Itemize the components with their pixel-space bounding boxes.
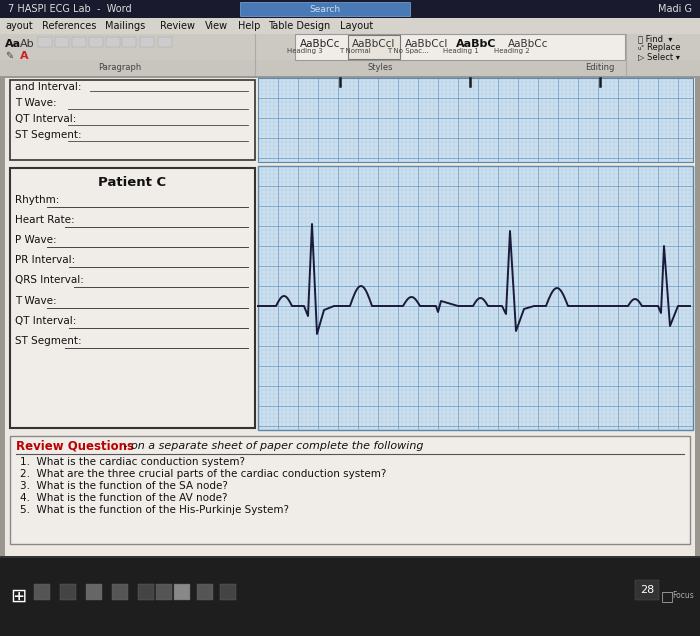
Bar	[0, 34, 700, 60]
Text: Ab: Ab	[20, 39, 34, 49]
Bar	[86, 584, 102, 600]
Text: ST Segment:: ST Segment:	[15, 130, 82, 140]
Bar	[0, 556, 700, 558]
Bar	[220, 584, 236, 600]
Text: 5.  What is the function of the His-Purkinje System?: 5. What is the function of the His-Purki…	[20, 505, 289, 515]
Bar	[10, 168, 255, 428]
Text: Heading 2: Heading 2	[494, 48, 530, 54]
Text: AaBbC: AaBbC	[456, 39, 496, 49]
Text: AaBbCc: AaBbCc	[508, 39, 548, 49]
Text: 1.  What is the cardiac conduction system?: 1. What is the cardiac conduction system…	[20, 457, 245, 467]
Text: Focus: Focus	[672, 591, 694, 600]
Text: T Normal: T Normal	[339, 48, 371, 54]
Text: ST Segment:: ST Segment:	[15, 336, 82, 346]
Bar	[0, 60, 700, 76]
Text: References: References	[42, 21, 97, 31]
Bar	[89, 37, 103, 47]
Text: Search: Search	[309, 4, 341, 13]
Text: QT Interval:: QT Interval:	[15, 316, 76, 326]
Text: - on a separate sheet of paper complete the following: - on a separate sheet of paper complete …	[120, 441, 423, 451]
Text: ▷ Select ▾: ▷ Select ▾	[638, 53, 680, 62]
Bar	[258, 78, 693, 162]
Text: View: View	[205, 21, 228, 31]
Text: ayout: ayout	[5, 21, 33, 31]
Bar	[72, 37, 86, 47]
Bar	[112, 584, 128, 600]
Text: Patient C: Patient C	[98, 176, 166, 188]
Text: QRS Interval:: QRS Interval:	[15, 275, 84, 285]
Text: T Wave:: T Wave:	[15, 98, 57, 108]
Text: Aa: Aa	[5, 39, 21, 49]
Bar	[0, 18, 700, 34]
Text: AaBbCc: AaBbCc	[300, 39, 340, 49]
Text: Madi G: Madi G	[658, 4, 692, 14]
Text: Layout: Layout	[340, 21, 373, 31]
Bar	[158, 37, 172, 47]
Text: 2.  What are the three crucial parts of the cardiac conduction system?: 2. What are the three crucial parts of t…	[20, 469, 386, 479]
Text: 3.  What is the function of the SA node?: 3. What is the function of the SA node?	[20, 481, 228, 491]
Text: Rhythm:: Rhythm:	[15, 195, 60, 205]
Text: Table Design: Table Design	[268, 21, 330, 31]
Bar	[55, 37, 69, 47]
Bar	[635, 580, 659, 600]
Text: Editing: Editing	[585, 64, 615, 73]
Text: Heart Rate:: Heart Rate:	[15, 215, 75, 225]
Bar	[258, 166, 693, 430]
Bar	[5, 78, 695, 594]
Text: AaBbCcI: AaBbCcI	[405, 39, 449, 49]
Text: Paragraph: Paragraph	[99, 64, 141, 73]
Text: Review Questions: Review Questions	[16, 439, 134, 452]
Text: ⌕ Find  ▾: ⌕ Find ▾	[638, 34, 673, 43]
Bar	[106, 37, 120, 47]
Text: and Interval:: and Interval:	[15, 82, 81, 92]
Text: A: A	[20, 51, 29, 61]
Bar	[0, 76, 700, 600]
Text: ⊞: ⊞	[10, 586, 26, 605]
Bar	[174, 584, 190, 600]
Bar	[10, 80, 255, 160]
Bar	[295, 34, 625, 60]
Bar	[60, 584, 76, 600]
Text: Styles: Styles	[368, 64, 393, 73]
Bar	[348, 35, 400, 59]
Text: □: □	[660, 589, 673, 603]
Bar	[10, 436, 690, 544]
Bar	[140, 37, 154, 47]
Text: QT Interval:: QT Interval:	[15, 114, 76, 124]
Text: Mailings: Mailings	[105, 21, 146, 31]
Bar	[34, 584, 50, 600]
Bar	[138, 584, 154, 600]
Text: 28: 28	[640, 585, 654, 595]
Text: 7 HASPI ECG Lab  -  Word: 7 HASPI ECG Lab - Word	[8, 4, 132, 14]
Bar	[240, 2, 410, 16]
Bar	[197, 584, 213, 600]
Bar	[0, 0, 700, 18]
Text: Help: Help	[238, 21, 260, 31]
Text: 4.  What is the function of the AV node?: 4. What is the function of the AV node?	[20, 493, 228, 503]
Text: Heading 1: Heading 1	[443, 48, 479, 54]
Bar	[122, 37, 136, 47]
Text: Review: Review	[160, 21, 195, 31]
Text: T No Spac...: T No Spac...	[387, 48, 429, 54]
Text: Heading 3: Heading 3	[287, 48, 323, 54]
Bar	[38, 37, 52, 47]
Bar	[156, 584, 172, 600]
Text: T Wave:: T Wave:	[15, 296, 57, 306]
Text: AaBbCcI: AaBbCcI	[352, 39, 396, 49]
Text: PR Interval:: PR Interval:	[15, 255, 76, 265]
Text: P Wave:: P Wave:	[15, 235, 57, 245]
Text: ✎: ✎	[5, 51, 13, 61]
Bar	[0, 556, 700, 636]
Text: ᵤᶜ Replace: ᵤᶜ Replace	[638, 43, 680, 53]
